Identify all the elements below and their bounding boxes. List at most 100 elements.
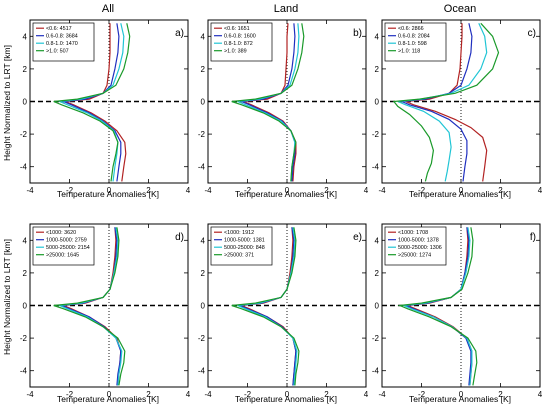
legend-box	[384, 226, 447, 266]
y-axis-labels: Height Normalized to LRT [km] Height Nor…	[2, 45, 12, 355]
plot-frame-f	[381, 223, 541, 388]
panel-e: -4 -2 0 2 4 -4 -2 0 2 4 e) <1000: 1912 1000-5000: 13…	[198, 223, 369, 399]
y-tick-label: 2	[23, 65, 28, 74]
x-tick-label: 4	[186, 186, 191, 195]
column-title-ocean: Ocean	[444, 3, 476, 15]
series-line-1	[405, 23, 488, 182]
series-line-3	[397, 23, 488, 182]
x-tick-label: -2	[418, 390, 426, 399]
legend-label: 5000-25000: 1306	[398, 245, 442, 251]
legend-box	[210, 22, 273, 62]
x-tick-label: 0	[285, 390, 290, 399]
y-tick-label: -4	[198, 163, 206, 172]
legend-label: 5000-25000: 848	[224, 245, 265, 251]
panel-a: -4 -2 0 2 4 -4 -2 0 2 4 a) <0.6: 4517 0.6-0.8: 36840…	[20, 19, 191, 195]
legend-label: <0.6: 4517	[46, 26, 72, 32]
x-tick-label: 4	[364, 186, 369, 195]
y-tick-label: 4	[375, 236, 380, 245]
y-tick-label: 0	[375, 98, 380, 107]
panel-f: -4 -2 0 2 4 -4 -2 0 2 4 f) <1000: 1708 1000-5000: 13…	[372, 223, 543, 399]
plot-frame-d	[29, 223, 189, 388]
plot-frame-a	[29, 19, 189, 184]
series-group-e	[231, 227, 300, 386]
x-tick-label: 0	[107, 390, 112, 399]
column-title-all: All	[102, 3, 114, 15]
panel-label-d: d)	[175, 232, 184, 243]
x-tick-label: -2	[418, 186, 426, 195]
y-tick-label: -2	[198, 334, 206, 343]
x-axis-label-d: Temperature Anomalies [K]	[57, 394, 159, 404]
x-tick-label: -4	[378, 186, 386, 195]
x-axis-labels: Temperature Anomalies [K] Temperature An…	[57, 189, 511, 404]
x-axis-label-e: Temperature Anomalies [K]	[235, 394, 337, 404]
legend-label: >25000: 1645	[46, 253, 79, 259]
y-tick-label: 4	[23, 32, 28, 41]
panel-b: -4 -2 0 2 4 -4 -2 0 2 4 b) <0.6: 1651 0.6-0.8: 16000…	[198, 19, 369, 195]
x-tick-label: -2	[244, 390, 252, 399]
legend-label: <0.6: 1651	[224, 26, 250, 32]
y-tick-label: 2	[23, 269, 28, 278]
y-tick-label: -2	[20, 334, 28, 343]
legend-label: 0.8-1.0: 598	[398, 41, 427, 47]
y-tick-label: -4	[20, 367, 28, 376]
series-group-f	[397, 227, 478, 386]
x-tick-label: 2	[324, 186, 329, 195]
series-line-4	[231, 23, 305, 182]
x-axis-label-f: Temperature Anomalies [K]	[409, 394, 511, 404]
x-tick-label: 4	[364, 390, 369, 399]
series-line-4	[231, 227, 300, 386]
x-tick-label: 4	[538, 186, 543, 195]
x-tick-label: -2	[244, 186, 252, 195]
y-tick-label: -4	[372, 367, 380, 376]
legend-box	[210, 226, 273, 266]
series-line-4	[397, 227, 478, 386]
x-axis-label-b: Temperature Anomalies [K]	[235, 189, 337, 199]
y-tick-label: 0	[375, 302, 380, 311]
y-tick-label: 2	[201, 269, 206, 278]
x-tick-label: 2	[498, 186, 503, 195]
x-tick-label: -4	[204, 390, 212, 399]
legend-label: 0.6-0.8: 3684	[46, 34, 78, 40]
series-line-3	[57, 227, 123, 386]
x-tick-label: -2	[66, 186, 74, 195]
legend-label: <1000: 3620	[46, 230, 76, 236]
series-line-3	[237, 227, 298, 386]
panel-c: -4 -2 0 2 4 -4 -2 0 2 4 c) <0.6: 2866 0.6-0.8: 20840…	[372, 19, 543, 195]
y-tick-label: -2	[372, 130, 380, 139]
x-tick-label: -4	[26, 186, 34, 195]
column-title-land: Land	[274, 3, 298, 15]
y-axis-label-bottom: Height Normalized to LRT [km]	[2, 239, 12, 355]
y-tick-label: 4	[375, 32, 380, 41]
legend-label: >1.0: 507	[46, 49, 69, 55]
panel-label-c: c)	[528, 28, 536, 39]
panel-label-b: b)	[353, 28, 362, 39]
y-tick-label: -4	[198, 367, 206, 376]
legend-label: 0.6-0.8: 2084	[398, 34, 430, 40]
legend-label: >25000: 371	[224, 253, 254, 259]
x-tick-label: -4	[26, 390, 34, 399]
y-tick-label: 0	[201, 98, 206, 107]
series-line-2	[401, 23, 473, 182]
plot-frame-c	[381, 19, 541, 184]
y-tick-label: 4	[201, 236, 206, 245]
y-tick-label: -4	[372, 163, 380, 172]
series-line-2	[61, 23, 122, 182]
legend-label: 1000-5000: 2759	[46, 238, 87, 244]
legend-label: >25000: 1274	[398, 253, 431, 259]
x-tick-label: -4	[204, 186, 212, 195]
y-tick-label: 4	[201, 32, 206, 41]
x-tick-label: 2	[146, 186, 151, 195]
legend-label: 0.6-0.8: 1600	[224, 34, 256, 40]
x-tick-label: 0	[107, 186, 112, 195]
x-tick-label: 0	[285, 186, 290, 195]
series-line-4	[53, 23, 131, 182]
y-tick-label: 4	[23, 236, 28, 245]
legend-label: >1.0: 389	[224, 49, 247, 55]
y-tick-label: 0	[23, 302, 28, 311]
